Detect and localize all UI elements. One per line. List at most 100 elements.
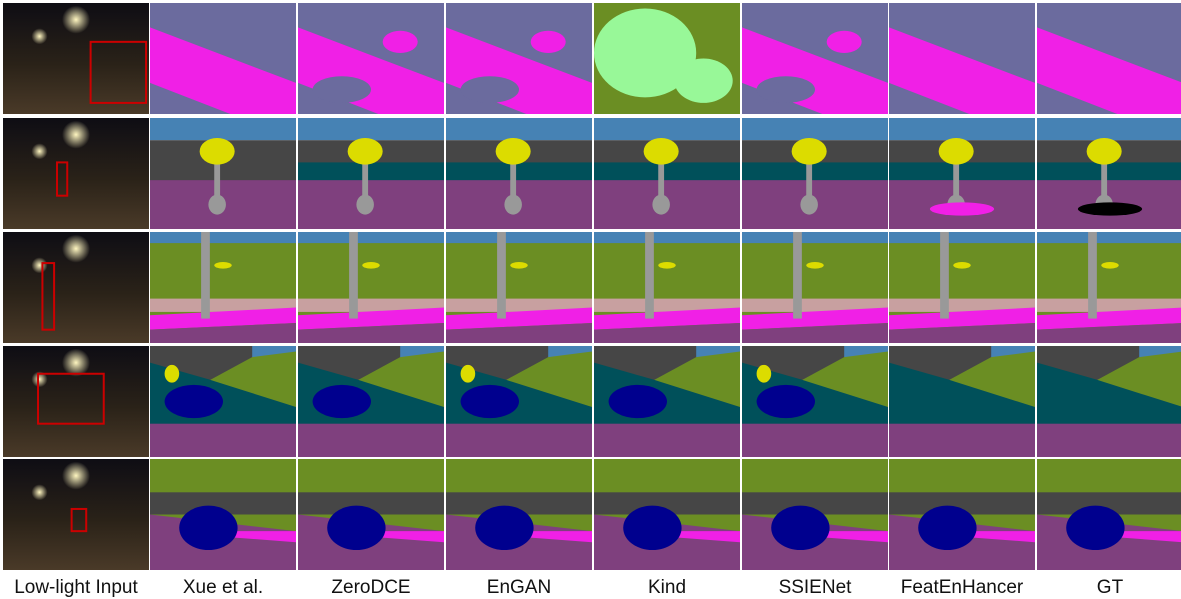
image-cell — [150, 118, 296, 229]
segment — [644, 138, 679, 165]
column-label: Xue et al. — [183, 577, 263, 598]
segment — [742, 232, 888, 243]
column-label: Low-light Input — [14, 577, 138, 598]
segment — [645, 232, 654, 319]
segment — [757, 385, 815, 418]
image-cell — [3, 118, 149, 229]
segment — [930, 202, 994, 215]
image-cell — [298, 232, 444, 343]
image-cell — [150, 3, 296, 114]
street-light — [62, 6, 90, 34]
segment — [757, 365, 772, 383]
street-light — [32, 484, 48, 500]
segment — [179, 506, 237, 550]
segment — [327, 506, 385, 550]
street-light — [62, 235, 90, 263]
image-cell — [594, 346, 740, 457]
segment — [461, 76, 519, 103]
segment — [889, 232, 1035, 243]
street-light — [32, 143, 48, 159]
segment — [446, 424, 592, 457]
segment — [201, 232, 210, 319]
segment — [348, 138, 383, 165]
segment — [1088, 232, 1097, 319]
segment — [594, 424, 740, 457]
segment — [165, 385, 223, 418]
segment — [356, 195, 374, 215]
segment — [771, 506, 829, 550]
image-cell — [298, 3, 444, 114]
segment — [200, 138, 235, 165]
column-label: SSIENet — [779, 577, 853, 598]
column-label: FeatEnHancer — [901, 577, 1024, 598]
image-cell — [446, 3, 592, 114]
image-cell — [889, 118, 1035, 229]
segment — [940, 232, 949, 319]
image-cell — [150, 232, 296, 343]
segment — [497, 232, 506, 319]
segment — [313, 76, 371, 103]
image-cell — [1037, 232, 1181, 343]
segment — [953, 262, 971, 269]
image-cell — [446, 346, 592, 457]
segment — [383, 31, 418, 53]
image-cell — [3, 3, 149, 114]
segment — [349, 232, 358, 319]
segment — [609, 385, 667, 418]
segment — [939, 138, 974, 165]
image-cell — [446, 118, 592, 229]
image-cell — [298, 118, 444, 229]
segment — [827, 31, 862, 53]
segment — [889, 424, 1035, 457]
column-label: GT — [1097, 577, 1124, 598]
image-cell — [742, 459, 888, 570]
image-cell — [1037, 346, 1181, 457]
image-cell — [1037, 3, 1181, 114]
segment — [1037, 232, 1181, 243]
image-cell — [3, 232, 149, 343]
segment — [806, 262, 824, 269]
image-cell — [889, 232, 1035, 343]
segment — [1066, 506, 1124, 550]
segment — [298, 232, 444, 243]
segment — [674, 58, 732, 102]
segment — [918, 506, 976, 550]
segment — [150, 232, 296, 243]
segment — [658, 262, 676, 269]
image-cell — [298, 459, 444, 570]
image-cell — [742, 3, 888, 114]
segment — [1078, 202, 1142, 215]
street-light — [32, 257, 48, 273]
image-cell — [594, 232, 740, 343]
image-cell — [446, 232, 592, 343]
image-cell — [889, 459, 1035, 570]
image-cell — [594, 3, 740, 114]
image-cell — [742, 118, 888, 229]
image-cell — [594, 118, 740, 229]
segment — [800, 195, 818, 215]
segment — [362, 262, 380, 269]
segment — [504, 195, 522, 215]
segment — [757, 76, 815, 103]
segment — [623, 506, 681, 550]
street-light — [62, 121, 90, 149]
image-cell — [298, 346, 444, 457]
image-cell — [3, 459, 149, 570]
column-label: Kind — [648, 577, 686, 598]
image-cell — [594, 459, 740, 570]
page: Low-light InputXue et al.ZeroDCEEnGANKin… — [0, 0, 1181, 599]
segment — [1037, 424, 1181, 457]
figure: Low-light InputXue et al.ZeroDCEEnGANKin… — [0, 0, 1181, 599]
segment — [1037, 118, 1181, 140]
segment — [742, 118, 888, 140]
image-cell — [742, 232, 888, 343]
street-light — [62, 349, 90, 377]
segment — [652, 195, 670, 215]
segment — [461, 385, 519, 418]
segment — [742, 424, 888, 457]
segment — [298, 424, 444, 457]
segment — [461, 365, 476, 383]
image-cell — [742, 346, 888, 457]
image-cell — [150, 346, 296, 457]
street-light — [32, 28, 48, 44]
